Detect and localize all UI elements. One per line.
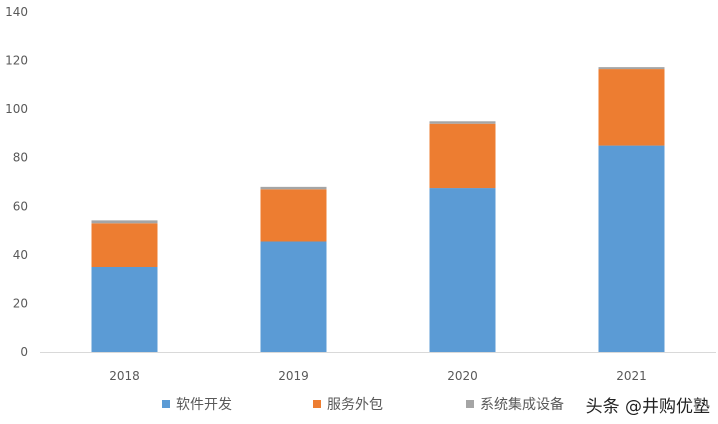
legend-swatch [466, 400, 474, 408]
x-tick-label: 2020 [447, 369, 478, 383]
bar-segment-2020-1 [429, 123, 496, 189]
legend-label: 软件开发 [176, 397, 232, 413]
legend-swatch [313, 400, 321, 408]
bar-segment-2020-2 [429, 121, 496, 124]
bar-segment-2021-2 [598, 67, 665, 70]
y-tick-label: 20 [13, 296, 28, 310]
legend-item-outsourcing: 服务外包 [313, 394, 383, 414]
legend-label: 服务外包 [327, 397, 383, 413]
x-tick-label: 2021 [616, 369, 647, 383]
bar-segment-2020-0 [429, 188, 496, 352]
y-tick-label: 40 [13, 248, 28, 262]
legend-item-software: 软件开发 [162, 394, 232, 414]
legend-item-integration: 系统集成设备 [466, 394, 564, 414]
legend: 软件开发 服务外包 系统集成设备 [0, 394, 718, 418]
y-tick-label: 100 [5, 102, 28, 116]
y-tick-label: 80 [13, 151, 28, 165]
stacked-bar-chart: 0 20 40 60 80 100 120 140 2018 2019 2020 2021 [5, 5, 716, 383]
bar-segment-2019-1 [260, 189, 327, 242]
y-tick-label: 140 [5, 5, 28, 19]
y-tick-label: 60 [13, 199, 28, 213]
bar-segment-2019-2 [260, 186, 327, 190]
bar-segment-2018-0 [91, 267, 158, 352]
bar-segment-2018-2 [91, 220, 158, 224]
watermark: 头条 @井购优塾 [585, 397, 710, 417]
bar-segment-2018-1 [91, 223, 158, 267]
bar-segment-2019-0 [260, 241, 327, 352]
x-tick-label: 2018 [109, 369, 140, 383]
bar-segment-2021-0 [598, 145, 665, 352]
bar-segment-2021-1 [598, 69, 665, 146]
legend-label: 系统集成设备 [480, 397, 564, 413]
x-tick-label: 2019 [278, 369, 309, 383]
legend-swatch [162, 400, 170, 408]
y-tick-label: 120 [5, 54, 28, 68]
y-tick-label: 0 [20, 345, 28, 359]
